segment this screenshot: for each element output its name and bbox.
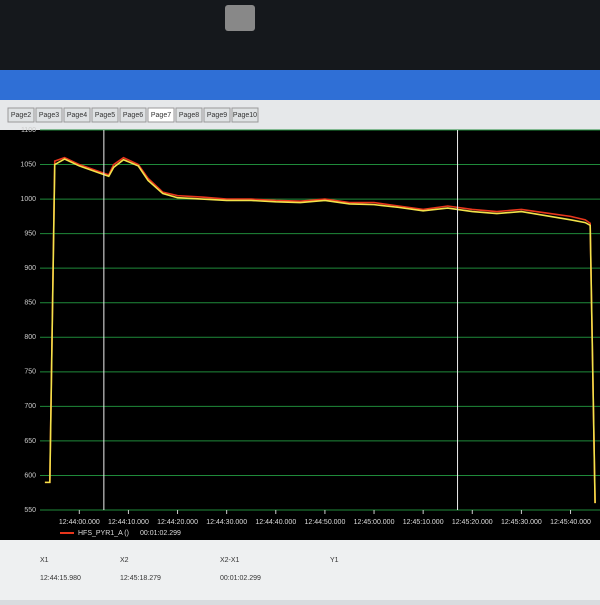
table-cell: 12:45:18.279: [120, 575, 161, 582]
tab-label: Page2: [11, 112, 31, 119]
y-tick-label: 850: [24, 300, 36, 307]
table-area: [0, 540, 600, 600]
x-tick-label: 12:44:10.000: [108, 519, 149, 526]
series-line: [44, 156, 596, 504]
y-tick-label: 950: [24, 230, 36, 237]
tab-label: Page10: [233, 112, 257, 119]
tab-label: Page6: [123, 112, 143, 119]
table-header: X2: [120, 557, 129, 564]
tab: [147, 107, 175, 123]
y-tick-label: 1000: [20, 196, 36, 203]
legend-label: HFS_PYR1_A (): [78, 530, 129, 537]
table-header: X2-X1: [220, 557, 240, 564]
x-tick-label: 12:45:10.000: [403, 519, 444, 526]
tab: [63, 107, 91, 123]
tab-label: Page5: [95, 112, 115, 119]
x-tick-label: 12:44:40.000: [255, 519, 296, 526]
table-cell: 00:01:02.299: [220, 575, 261, 582]
x-tick-label: 12:44:30.000: [206, 519, 247, 526]
tab-label: Page9: [207, 112, 227, 119]
series-line: [44, 158, 596, 504]
y-tick-label: 700: [24, 403, 36, 410]
x-tick-label: 12:45:20.000: [452, 519, 493, 526]
cursor-delta: 00:01:02.299: [140, 530, 181, 537]
table-header: Y1: [330, 557, 339, 564]
tab-label: Page3: [39, 112, 59, 119]
y-tick-label: 750: [24, 369, 36, 376]
tab-label: Page7: [151, 112, 171, 119]
x-tick-label: 12:45:00.000: [354, 519, 395, 526]
y-tick-label: 550: [24, 507, 36, 514]
y-tick-label: 800: [24, 334, 36, 341]
tab: [35, 107, 63, 123]
tab-label: Page4: [67, 112, 87, 119]
y-tick-label: 600: [24, 472, 36, 479]
y-tick-label: 900: [24, 265, 36, 272]
x-tick-label: 12:44:50.000: [304, 519, 345, 526]
tab: [203, 107, 231, 123]
tab-label: Page8: [179, 112, 199, 119]
y-tick-label: 1050: [20, 161, 36, 168]
plot-area: [0, 130, 600, 540]
x-tick-label: 12:44:20.000: [157, 519, 198, 526]
x-tick-label: 12:44:00.000: [59, 519, 100, 526]
table-cell: 12:44:15.980: [40, 575, 81, 582]
table-header: X1: [40, 557, 49, 564]
tab: [119, 107, 147, 123]
tab: [175, 107, 203, 123]
x-tick-label: 12:45:40.000: [550, 519, 591, 526]
y-tick-label: 650: [24, 438, 36, 445]
tab: [231, 107, 259, 123]
tab: [7, 107, 35, 123]
tab: [91, 107, 119, 123]
y-tick-label: 1100: [21, 127, 36, 134]
x-tick-label: 12:45:30.000: [501, 519, 542, 526]
title-bar: [0, 70, 600, 100]
logo: [225, 5, 255, 31]
